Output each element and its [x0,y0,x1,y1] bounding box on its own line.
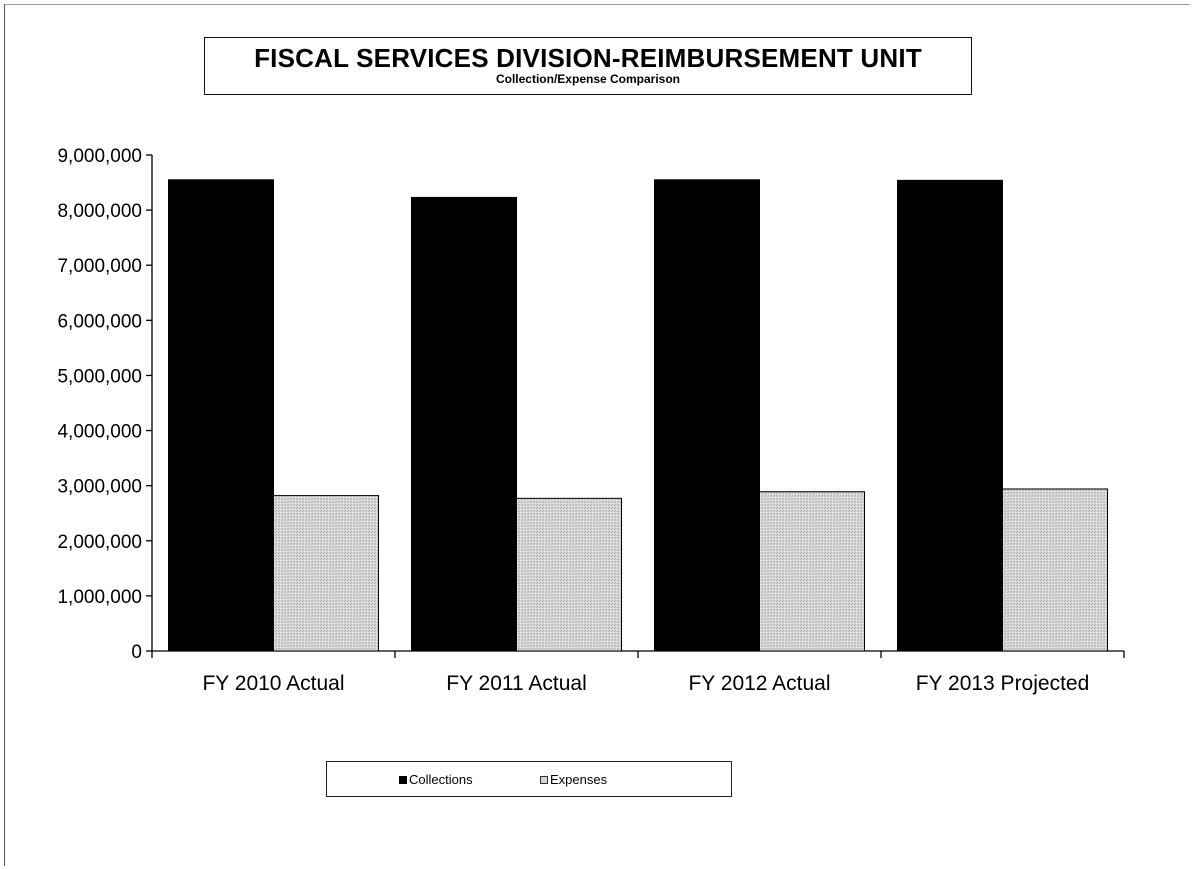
bar-expenses-1 [516,497,622,652]
legend-swatch-collections [399,775,407,784]
bar-expenses-2 [759,491,865,652]
chart-frame [4,4,1190,866]
bar-expenses-0 [273,495,379,652]
y-tick-label: 2,000,000 [57,532,142,553]
chart-title-box: FISCAL SERVICES DIVISION-REIMBURSEMENT U… [204,37,972,95]
legend-item-expenses: Expenses [540,772,607,787]
chart-title: FISCAL SERVICES DIVISION-REIMBURSEMENT U… [254,43,922,73]
legend: Collections Expenses [326,761,732,797]
y-tick-label: 7,000,000 [57,256,142,277]
y-tick-label: 0 [131,642,142,663]
bar-collections-1 [411,196,517,652]
legend-swatch-expenses [540,775,548,784]
bar-collections-0 [168,179,274,652]
y-tick-label: 5,000,000 [57,366,142,387]
y-tick-label: 1,000,000 [57,587,142,608]
y-tick-label: 6,000,000 [57,311,142,332]
legend-item-collections: Collections [399,772,473,787]
legend-label-collections: Collections [409,772,473,787]
y-tick-label: 9,000,000 [57,146,142,167]
chart-subtitle: Collection/Expense Comparison [495,72,681,86]
y-tick-label: 3,000,000 [57,477,142,498]
y-axis: 0 1,000,000 2,000,000 3,000,000 4,000,000 5,0… [57,146,153,663]
x-tick-label: FY 2011 Actual [446,672,587,695]
bar-collections-3 [897,179,1003,652]
legend-label-expenses: Expenses [550,772,608,787]
x-tick-label: FY 2010 Actual [202,672,344,695]
x-axis: FY 2010 Actual FY 2011 Actual FY 2012 Actu… [151,650,1125,695]
y-tick-label: 8,000,000 [57,201,142,222]
x-tick-label: FY 2013 Projected [916,672,1090,695]
bar-collections-2 [654,179,760,652]
bars [168,179,1108,652]
bar-expenses-3 [1002,488,1108,652]
y-tick-label: 4,000,000 [57,422,142,443]
x-tick-label: FY 2012 Actual [688,672,830,695]
